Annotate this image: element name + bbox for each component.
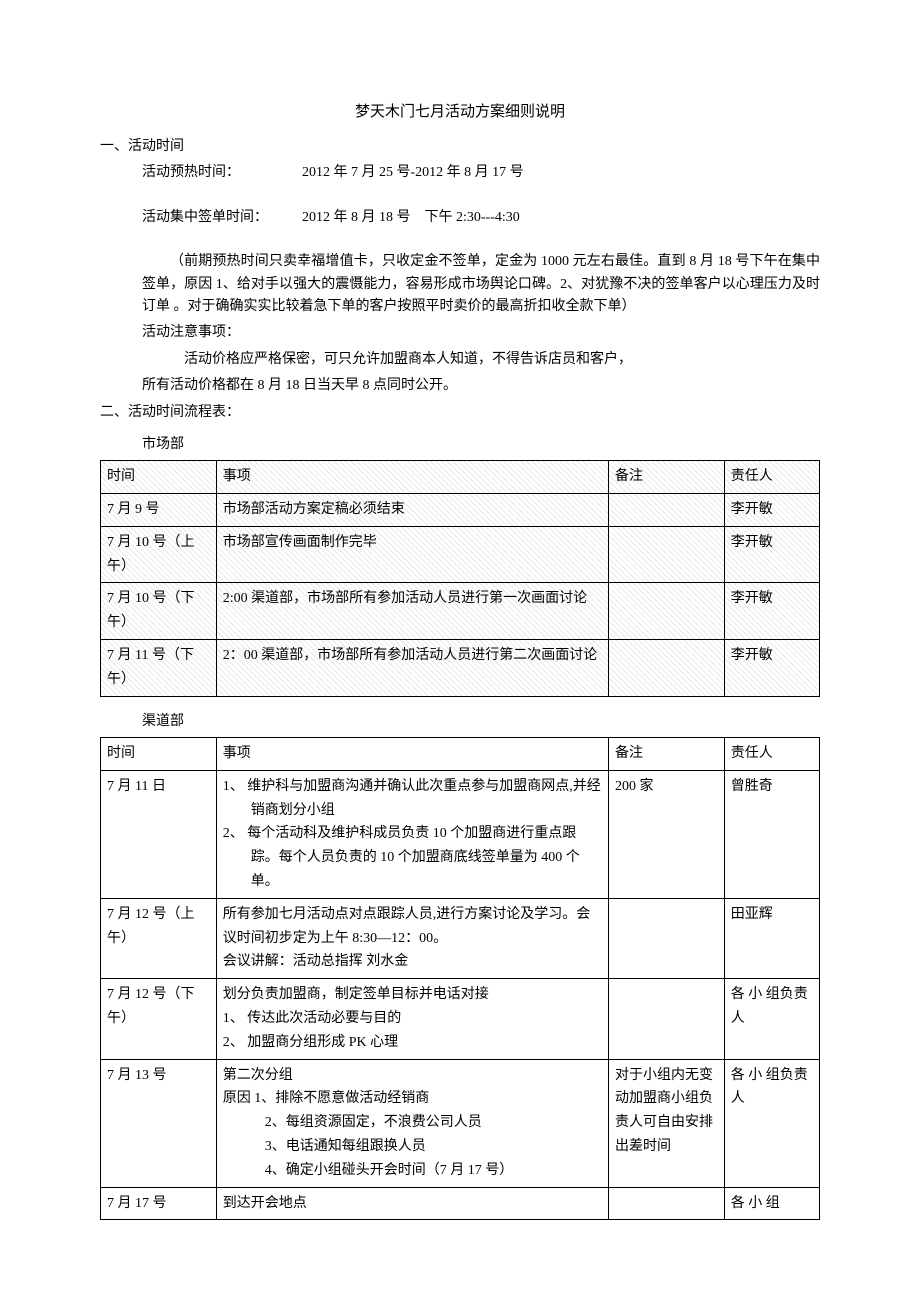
item-line: 4、确定小组碰头开会时间（7 月 17 号）: [223, 1159, 602, 1183]
item-line: 划分负责加盟商，制定签单目标并电话对接: [223, 983, 602, 1007]
sign-value: 2012 年 8 月 18 号 下午 2:30---4:30: [302, 207, 820, 229]
cell-resp: 各 小 组负责人: [724, 979, 819, 1059]
document-title: 梦天木门七月活动方案细则说明: [100, 100, 820, 124]
cell-time: 7 月 11 号（下午）: [101, 640, 217, 697]
note-heading: 活动注意事项：: [100, 322, 820, 344]
cell-note: [609, 979, 725, 1059]
cell-time: 7 月 17 号: [101, 1187, 217, 1220]
cell-resp: 田亚辉: [724, 898, 819, 978]
item-line: 2、每组资源固定，不浪费公司人员: [223, 1111, 602, 1135]
table-channel: 时间 事项 备注 责任人 7 月 11 日 1、 维护科与加盟商沟通并确认此次重…: [100, 737, 820, 1220]
cell-time: 7 月 10 号（上午）: [101, 526, 217, 583]
table-header-row: 时间 事项 备注 责任人: [101, 461, 820, 494]
table-row: 7 月 10 号（上午） 市场部宣传画面制作完毕 李开敏: [101, 526, 820, 583]
cell-note: [609, 583, 725, 640]
cell-item: 2：00 渠道部，市场部所有参加活动人员进行第二次画面讨论: [216, 640, 608, 697]
table-marketing: 时间 事项 备注 责任人 7 月 9 号 市场部活动方案定稿必须结束 李开敏 7…: [100, 460, 820, 696]
cell-time: 7 月 10 号（下午）: [101, 583, 217, 640]
table1-caption: 市场部: [142, 434, 820, 456]
table-row: 7 月 11 号（下午） 2：00 渠道部，市场部所有参加活动人员进行第二次画面…: [101, 640, 820, 697]
cell-item: 市场部活动方案定稿必须结束: [216, 494, 608, 527]
item-line: 2、 每个活动科及维护科成员负责 10 个加盟商进行重点跟踪。每个人员负责的 1…: [223, 822, 602, 893]
cell-time: 7 月 11 日: [101, 770, 217, 898]
cell-note: [609, 526, 725, 583]
item-line: 所有参加七月活动点对点跟踪人员,进行方案讨论及学习。会议时间初步定为上午 8:3…: [223, 903, 602, 951]
cell-item: 第二次分组 原因 1、排除不愿意做活动经销商 2、每组资源固定，不浪费公司人员 …: [216, 1059, 608, 1187]
cell-item: 到达开会地点: [216, 1187, 608, 1220]
table2-caption: 渠道部: [142, 711, 820, 733]
th-resp: 责任人: [724, 738, 819, 771]
cell-resp: 曾胜奇: [724, 770, 819, 898]
cell-note: 对于小组内无变动加盟商小组负责人可自由安排出差时间: [609, 1059, 725, 1187]
cell-note: [609, 494, 725, 527]
cell-note: [609, 640, 725, 697]
item-line: 1、 传达此次活动必要与目的: [223, 1007, 602, 1031]
cell-item: 2:00 渠道部，市场部所有参加活动人员进行第一次画面讨论: [216, 583, 608, 640]
table-row: 7 月 9 号 市场部活动方案定稿必须结束 李开敏: [101, 494, 820, 527]
note-line1: 活动价格应严格保密，可只允许加盟商本人知道，不得告诉店员和客户，: [100, 349, 820, 371]
table-row: 7 月 12 号（上午） 所有参加七月活动点对点跟踪人员,进行方案讨论及学习。会…: [101, 898, 820, 978]
item-line: 第二次分组: [223, 1064, 602, 1088]
preheat-label: 活动预热时间：: [142, 162, 302, 184]
th-resp: 责任人: [724, 461, 819, 494]
cell-time: 7 月 13 号: [101, 1059, 217, 1187]
section1-heading: 一、活动时间: [100, 136, 820, 158]
cell-item: 所有参加七月活动点对点跟踪人员,进行方案讨论及学习。会议时间初步定为上午 8:3…: [216, 898, 608, 978]
cell-resp: 李开敏: [724, 526, 819, 583]
preheat-value: 2012 年 7 月 25 号-2012 年 8 月 17 号: [302, 162, 820, 184]
cell-resp: 各 小 组负责人: [724, 1059, 819, 1187]
section2-heading: 二、活动时间流程表：: [100, 402, 820, 424]
table-row: 7 月 17 号 到达开会地点 各 小 组: [101, 1187, 820, 1220]
cell-resp: 各 小 组: [724, 1187, 819, 1220]
cell-time: 7 月 12 号（上午）: [101, 898, 217, 978]
cell-resp: 李开敏: [724, 640, 819, 697]
item-line: 会议讲解：活动总指挥 刘水金: [223, 950, 602, 974]
th-item: 事项: [216, 738, 608, 771]
cell-note: [609, 1187, 725, 1220]
cell-resp: 李开敏: [724, 494, 819, 527]
table-header-row: 时间 事项 备注 责任人: [101, 738, 820, 771]
th-note: 备注: [609, 738, 725, 771]
item-line: 1、 维护科与加盟商沟通并确认此次重点参与加盟商网点,并经销商划分小组: [223, 775, 602, 823]
cell-resp: 李开敏: [724, 583, 819, 640]
th-item: 事项: [216, 461, 608, 494]
cell-note: 200 家: [609, 770, 725, 898]
table-row: 7 月 12 号（下午） 划分负责加盟商，制定签单目标并电话对接 1、 传达此次…: [101, 979, 820, 1059]
th-time: 时间: [101, 461, 217, 494]
sign-label: 活动集中签单时间：: [142, 207, 302, 229]
item-line: 3、电话通知每组跟换人员: [223, 1135, 602, 1159]
item-line: 到达开会地点: [223, 1192, 602, 1216]
item-line: 2、 加盟商分组形成 PK 心理: [223, 1031, 602, 1055]
cell-note: [609, 898, 725, 978]
table-row: 7 月 10 号（下午） 2:00 渠道部，市场部所有参加活动人员进行第一次画面…: [101, 583, 820, 640]
note-line2: 所有活动价格都在 8 月 18 日当天早 8 点同时公开。: [100, 375, 820, 397]
th-note: 备注: [609, 461, 725, 494]
th-time: 时间: [101, 738, 217, 771]
section1-para1: （前期预热时间只卖幸福增值卡，只收定金不签单，定金为 1000 元左右最佳。直到…: [100, 251, 820, 318]
cell-item: 划分负责加盟商，制定签单目标并电话对接 1、 传达此次活动必要与目的 2、 加盟…: [216, 979, 608, 1059]
table-row: 7 月 11 日 1、 维护科与加盟商沟通并确认此次重点参与加盟商网点,并经销商…: [101, 770, 820, 898]
table-row: 7 月 13 号 第二次分组 原因 1、排除不愿意做活动经销商 2、每组资源固定…: [101, 1059, 820, 1187]
item-line: 原因 1、排除不愿意做活动经销商: [223, 1087, 602, 1111]
cell-item: 1、 维护科与加盟商沟通并确认此次重点参与加盟商网点,并经销商划分小组 2、 每…: [216, 770, 608, 898]
cell-item: 市场部宣传画面制作完毕: [216, 526, 608, 583]
cell-time: 7 月 12 号（下午）: [101, 979, 217, 1059]
cell-time: 7 月 9 号: [101, 494, 217, 527]
